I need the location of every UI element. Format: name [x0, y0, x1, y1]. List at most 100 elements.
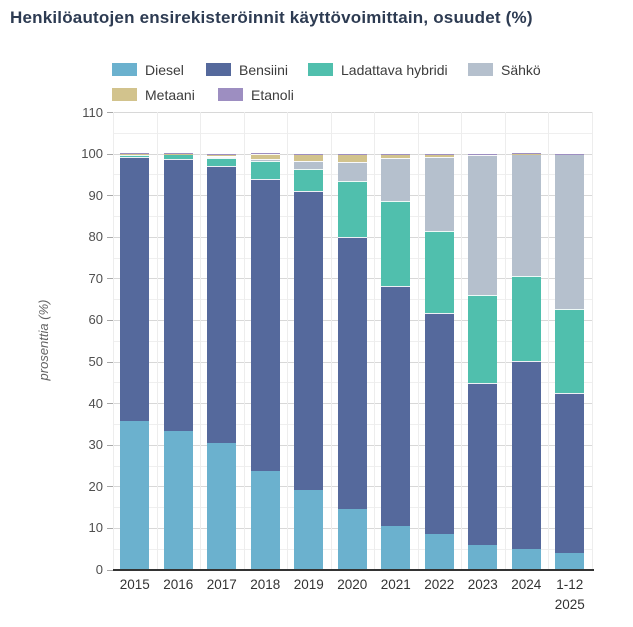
bar-segment-metaani[interactable] — [337, 154, 367, 162]
bar-segment-ladattava-hybridi[interactable] — [468, 295, 498, 384]
y-tick-label: 10 — [88, 520, 103, 536]
bar-segment-sähkö[interactable] — [555, 154, 585, 309]
bar-segment-metaani[interactable] — [207, 154, 237, 157]
chart-title: Henkilöautojen ensirekisteröinnit käyttö… — [10, 8, 533, 27]
x-category-label-line: 2025 — [554, 597, 585, 612]
bar-segment-sähkö[interactable] — [250, 158, 280, 162]
bar-segment-diesel[interactable] — [511, 549, 541, 570]
category-separator-line — [243, 112, 245, 570]
bar-segment-bensiini[interactable] — [381, 285, 411, 526]
bar-segment-sähkö[interactable] — [294, 161, 324, 170]
bar-segment-diesel[interactable] — [207, 443, 237, 570]
bar-segment-bensiini[interactable] — [163, 159, 193, 432]
bar-segment-bensiini[interactable] — [120, 156, 150, 422]
bar-segment-diesel[interactable] — [250, 470, 280, 570]
x-category-label: 2015 — [113, 575, 157, 595]
bar-segment-bensiini[interactable] — [294, 191, 324, 490]
bar-segment-ladattava-hybridi[interactable] — [163, 154, 193, 160]
y-tick-label: 40 — [88, 395, 103, 411]
bar-segment-sähkö[interactable] — [424, 156, 454, 231]
bar-segment-ladattava-hybridi[interactable] — [555, 308, 585, 393]
x-category-label-line: 2023 — [467, 577, 498, 592]
legend-label: Bensiini — [239, 62, 289, 78]
category-separator-line — [461, 112, 462, 570]
x-category-label: 2017 — [200, 575, 244, 595]
y-tick-label: 70 — [88, 270, 103, 286]
legend-label: Ladattava hybridi — [341, 62, 448, 78]
x-category-label: 1-12 2025 — [548, 575, 592, 615]
bar-segment-diesel[interactable] — [163, 431, 193, 570]
gridline-major — [113, 112, 592, 113]
bar-segment-ladattava-hybridi[interactable] — [511, 275, 541, 362]
bar-segment-ladattava-hybridi[interactable] — [337, 180, 367, 237]
bar-segment-bensiini[interactable] — [424, 313, 454, 535]
category-separator-line — [591, 112, 593, 570]
bar-segment-diesel[interactable] — [381, 525, 411, 570]
legend-swatch-icon — [218, 88, 243, 101]
x-category-label: 2019 — [287, 575, 331, 595]
bar-segment-metaani[interactable] — [250, 153, 280, 159]
bar-segment-diesel[interactable] — [468, 545, 498, 570]
y-tick-label: 50 — [88, 354, 103, 370]
x-category-label-line: 2021 — [380, 577, 411, 592]
category-separator-line — [417, 112, 419, 570]
bar-segment-bensiini[interactable] — [555, 392, 585, 553]
bar-segment-metaani[interactable] — [381, 154, 411, 159]
y-tick-label: 90 — [88, 187, 103, 203]
x-category-label: 2023 — [461, 575, 505, 595]
bar-segment-diesel[interactable] — [424, 534, 454, 570]
y-axis-tick — [107, 319, 113, 321]
x-category-label: 2021 — [374, 575, 418, 595]
bar-segment-ladattava-hybridi[interactable] — [424, 230, 454, 314]
bar-segment-diesel[interactable] — [555, 552, 585, 570]
x-category-label: 2018 — [244, 575, 288, 595]
bar-segment-metaani[interactable] — [294, 154, 324, 162]
legend-label: Diesel — [145, 62, 184, 78]
legend-label: Metaani — [145, 87, 195, 103]
y-axis-tick — [107, 195, 113, 197]
bar-segment-diesel[interactable] — [294, 489, 324, 570]
y-axis-tick — [107, 403, 113, 405]
bar-segment-ladattava-hybridi[interactable] — [120, 154, 150, 157]
bar-segment-bensiini[interactable] — [468, 383, 498, 546]
category-separator-line — [504, 112, 506, 570]
y-tick-label: 110 — [82, 104, 103, 120]
x-category-label-line: 2024 — [511, 577, 542, 592]
bar-segment-ladattava-hybridi[interactable] — [250, 161, 280, 180]
bar-segment-bensiini[interactable] — [337, 236, 367, 509]
bar-segment-sähkö[interactable] — [120, 154, 150, 155]
bar-segment-metaani[interactable] — [468, 154, 498, 155]
y-axis-title: prosenttia (%) — [36, 299, 51, 381]
bar-segment-ladattava-hybridi[interactable] — [294, 169, 324, 192]
bar-segment-bensiini[interactable] — [250, 179, 280, 471]
bar-segment-metaani[interactable] — [511, 153, 541, 155]
x-category-label-line: 2017 — [206, 577, 237, 592]
bar-segment-diesel[interactable] — [120, 421, 150, 570]
y-tick-label: 30 — [88, 437, 103, 453]
x-category-label-line: 2019 — [293, 577, 324, 592]
x-category-label: 2016 — [157, 575, 201, 595]
bar-segment-sähkö[interactable] — [468, 154, 498, 295]
category-separator-line — [113, 112, 114, 570]
y-tick-label: 80 — [88, 229, 103, 245]
bar-segment-bensiini[interactable] — [207, 166, 237, 444]
bar-segment-diesel[interactable] — [337, 508, 367, 570]
bar-segment-ladattava-hybridi[interactable] — [207, 158, 237, 167]
legend-swatch-icon — [206, 63, 231, 76]
category-separator-line — [156, 112, 158, 570]
bar-segment-sähkö[interactable] — [381, 158, 411, 201]
legend-swatch-icon — [468, 63, 493, 76]
bar-segment-sähkö[interactable] — [337, 161, 367, 181]
legend-label: Etanoli — [251, 87, 294, 103]
bar-segment-ladattava-hybridi[interactable] — [381, 201, 411, 286]
y-axis-tick — [107, 527, 113, 529]
bar-segment-bensiini[interactable] — [511, 361, 541, 550]
y-tick-label: 100 — [81, 146, 103, 162]
x-category-label-line: 2020 — [337, 577, 368, 592]
bar-segment-sähkö[interactable] — [207, 156, 237, 159]
legend-swatch-icon — [112, 88, 137, 101]
bar-segment-metaani[interactable] — [424, 154, 454, 157]
bar-segment-sähkö[interactable] — [511, 154, 541, 276]
y-axis-tick — [107, 153, 113, 155]
